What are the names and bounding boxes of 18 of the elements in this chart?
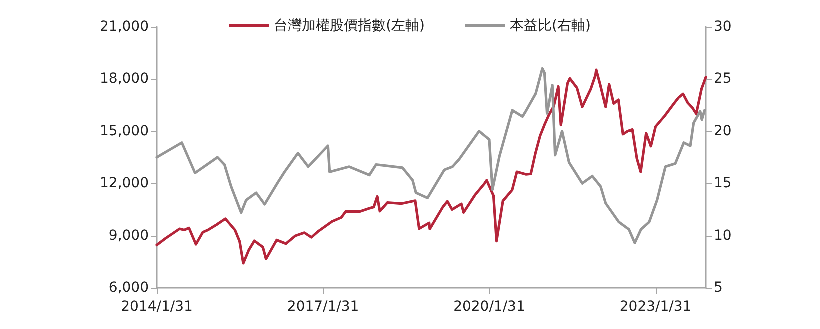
y-tick-label: 6,000 <box>108 280 149 296</box>
x-tick-label: 2017/1/31 <box>287 299 360 315</box>
y2-tick-label: 10 <box>714 228 732 244</box>
y-tick-label: 15,000 <box>100 123 149 140</box>
y-tick-label: 21,000 <box>100 19 149 35</box>
x-tick-label: 2020/1/31 <box>454 299 526 315</box>
y2-tick-label: 30 <box>714 19 732 35</box>
y2-tick-label: 25 <box>714 71 732 88</box>
x-tick-label: 2014/1/31 <box>121 299 193 315</box>
legend-label: 台灣加權股價指數(左軸) <box>274 18 426 34</box>
legend-label: 本益比(右軸) <box>510 18 591 34</box>
y-tick-label: 12,000 <box>100 176 149 192</box>
x-tick-label: 2023/1/31 <box>620 299 692 315</box>
y-tick-label: 18,000 <box>100 71 149 88</box>
y-tick-label: 9,000 <box>108 228 149 244</box>
y2-tick-label: 15 <box>714 176 732 192</box>
y2-tick-label: 5 <box>714 280 723 296</box>
y2-tick-label: 20 <box>714 123 732 140</box>
